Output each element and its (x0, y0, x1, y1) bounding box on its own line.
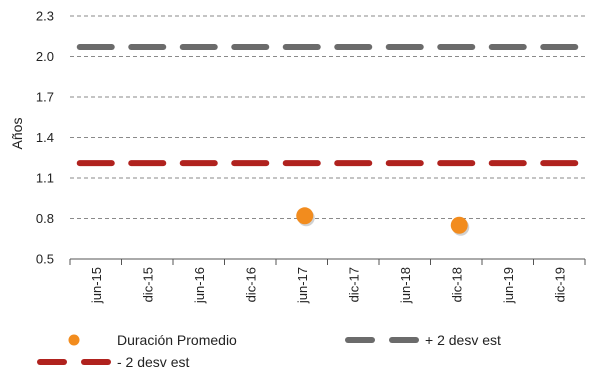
y-tick-label: 1.1 (36, 171, 54, 186)
x-tick-label: dic-16 (243, 267, 258, 302)
x-tick-label: dic-19 (552, 267, 567, 302)
x-tick-label: dic-18 (449, 267, 464, 302)
x-axis-ticks: jun-15 dic-15 jun-16 dic-16 jun-17 dic-17 jun-… (69, 259, 586, 304)
x-tick-label: dic-17 (346, 267, 361, 302)
x-tick-label: jun-15 (89, 267, 104, 304)
y-tick-label: 0.8 (36, 211, 54, 226)
series-lines (76, 44, 579, 167)
x-tick-label: jun-18 (398, 267, 413, 304)
y-axis-title: Años (9, 118, 25, 150)
y-tick-label: 0.5 (36, 252, 54, 267)
legend-marker (68, 334, 80, 346)
data-point (450, 216, 468, 234)
y-axis-ticks: 0.5 0.8 1.1 1.4 1.7 2.0 2.3 (36, 9, 54, 267)
gridlines (70, 15, 585, 219)
x-tick-label: jun-16 (192, 267, 207, 304)
y-tick-label: 2.0 (36, 49, 54, 64)
legend-label: + 2 desv est (425, 332, 501, 348)
x-tick-label: jun-17 (295, 267, 310, 304)
legend: Duración Promedio + 2 desv est - 2 desv es… (37, 332, 501, 370)
legend-label: Duración Promedio (117, 332, 237, 348)
y-tick-label: 1.4 (36, 130, 54, 145)
x-tick-label: jun-19 (501, 267, 516, 304)
x-tick-label: dic-15 (140, 267, 155, 302)
y-tick-label: 2.3 (36, 9, 54, 24)
legend-label: - 2 desv est (117, 354, 189, 370)
series-points (296, 207, 470, 236)
data-point (296, 207, 314, 225)
y-tick-label: 1.7 (36, 90, 54, 105)
